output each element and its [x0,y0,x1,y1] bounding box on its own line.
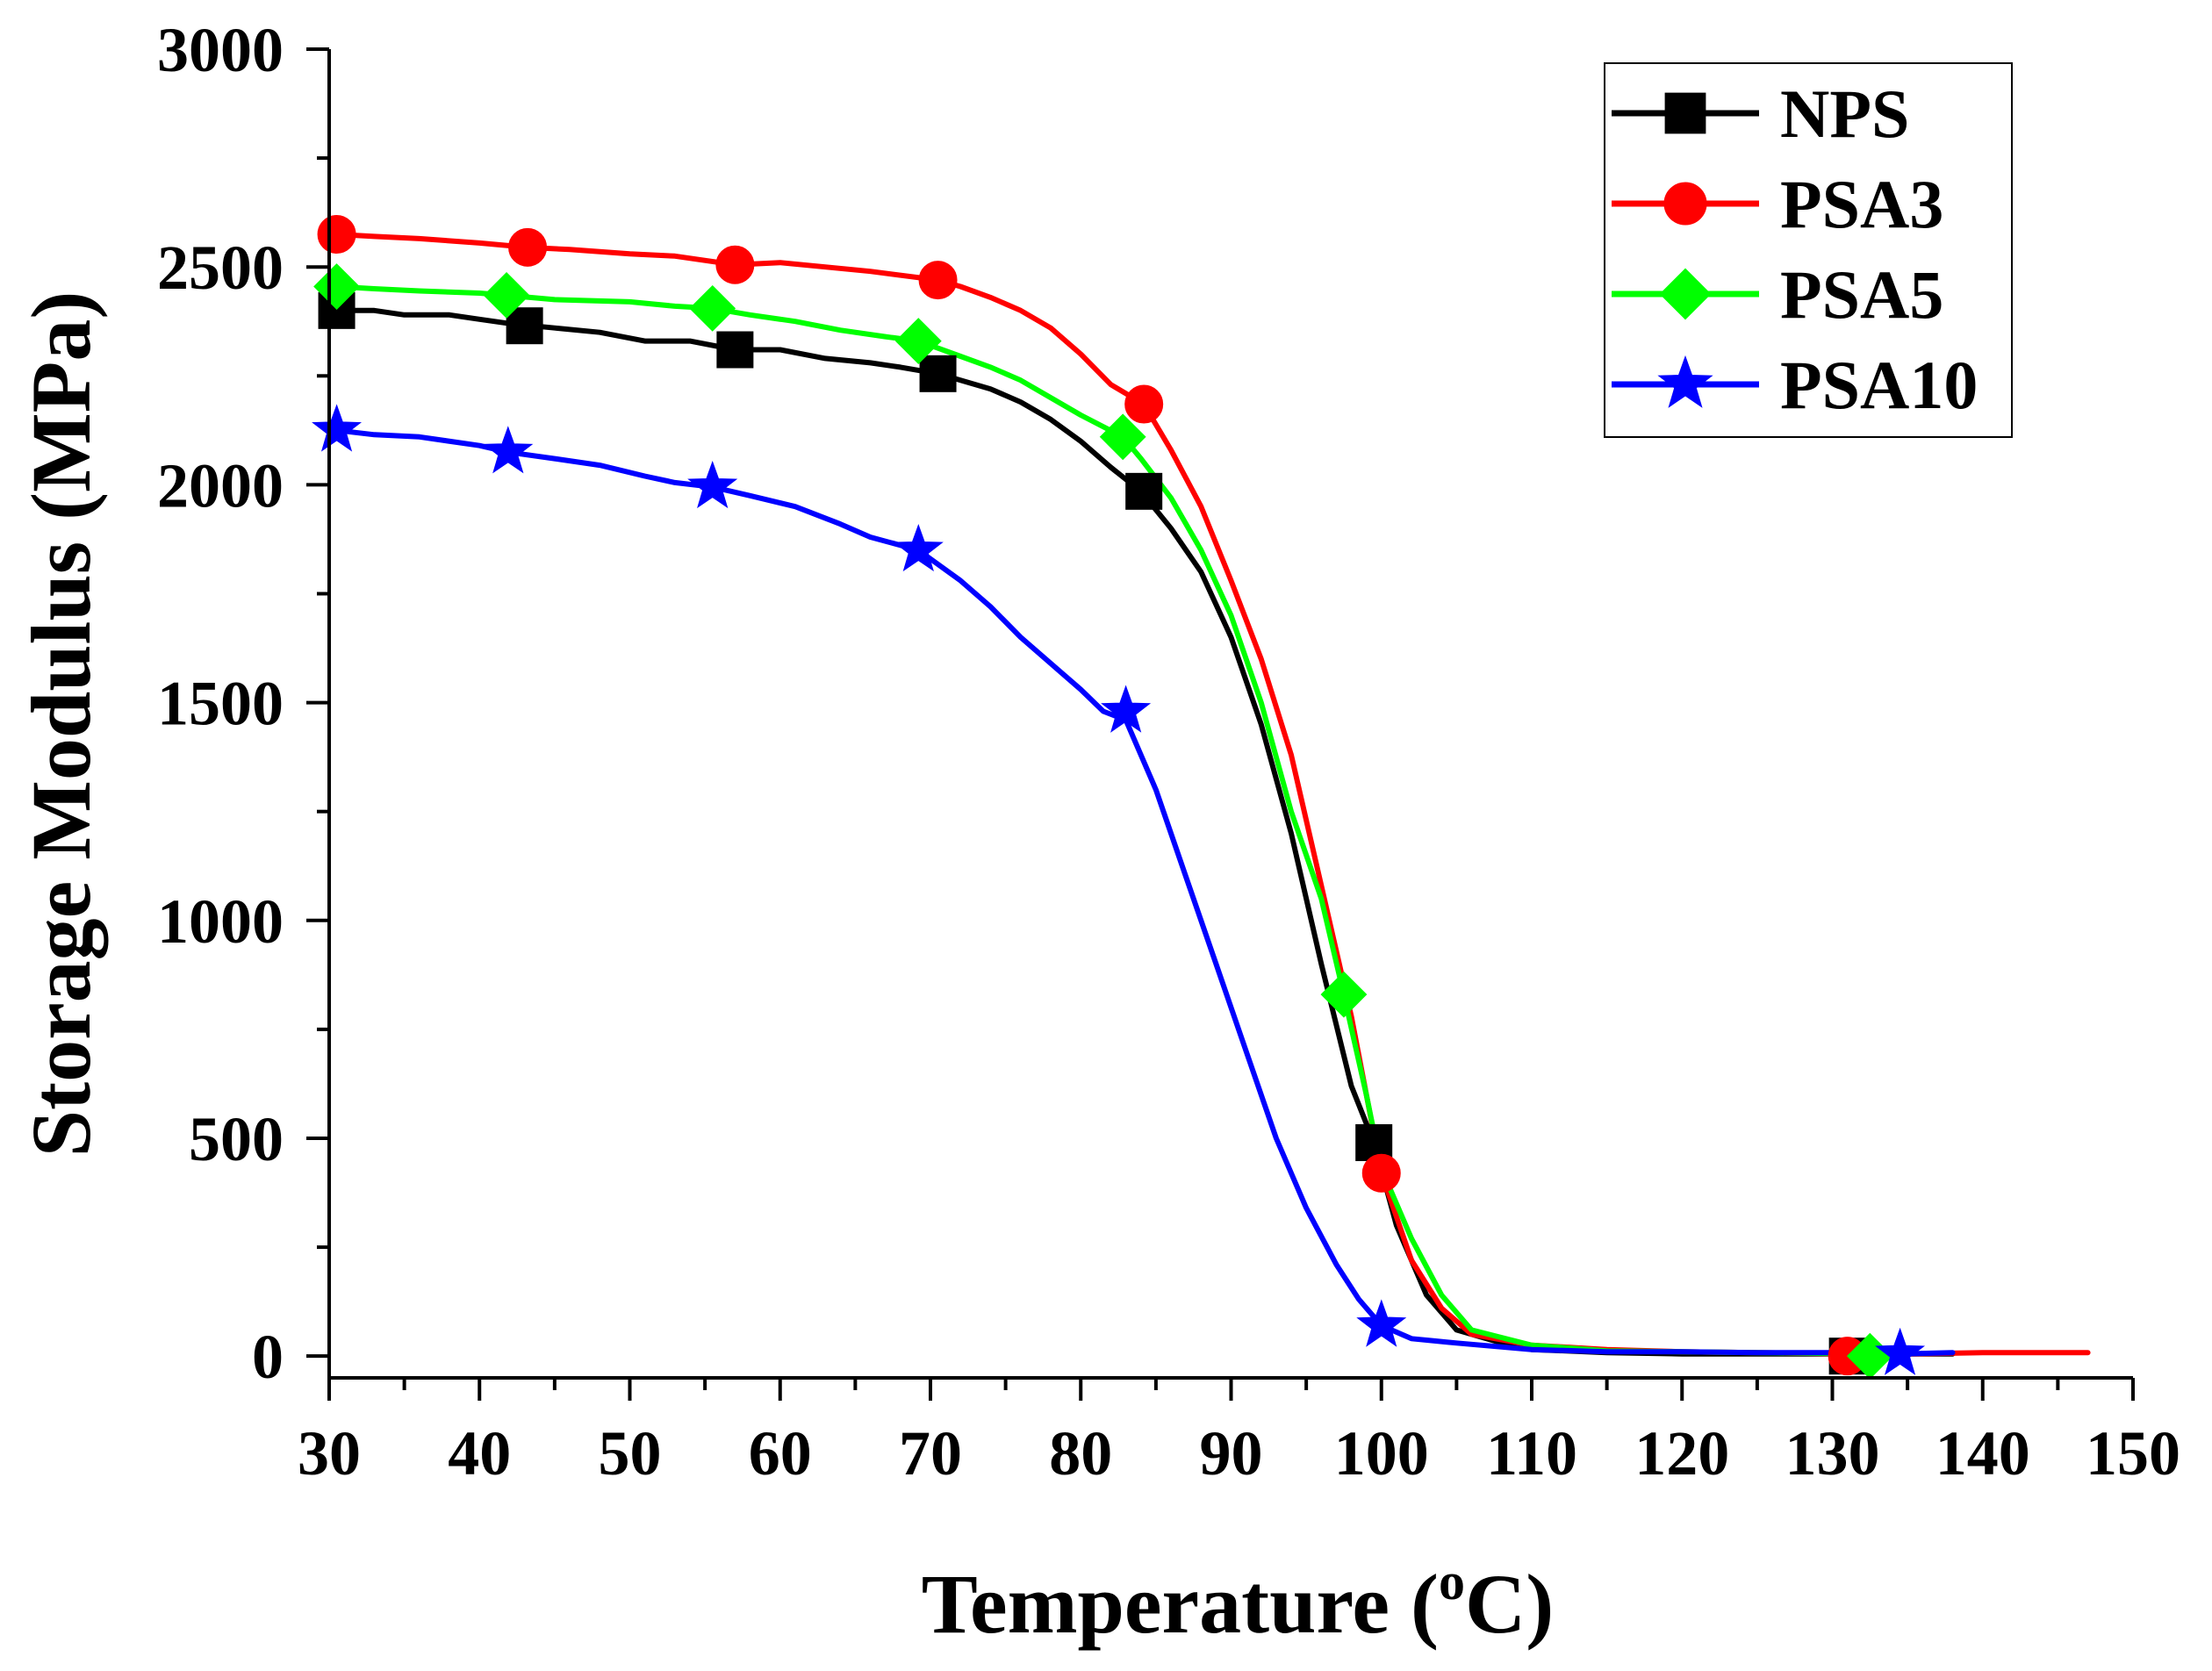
y-tick-label: 3000 [157,15,284,85]
x-tick-label: 60 [749,1418,812,1488]
data-point-psa3 [715,245,755,284]
data-point-nps [506,307,543,345]
data-point-psa5 [894,318,942,364]
x-tick-label: 70 [899,1418,962,1488]
data-point-psa10 [1101,685,1152,733]
x-tick-label: 90 [1200,1418,1263,1488]
x-tick-label: 140 [1936,1418,2030,1488]
tick-marks [306,47,2135,1401]
x-axis-title-unit: C) [1465,1557,1554,1651]
legend-marker-nps [1664,92,1706,134]
data-point-psa5 [689,284,736,332]
legend-marker-psa5 [1659,268,1712,320]
data-point-psa3 [508,227,548,267]
data-point-psa10 [312,404,363,452]
legend-marker-psa3 [1663,182,1707,226]
legend-label-psa5: PSA5 [1780,256,1943,333]
legend-label-psa3: PSA3 [1780,166,1943,242]
data-point-psa5 [483,272,530,319]
data-point-nps [1125,472,1163,510]
data-point-psa10 [687,460,738,509]
x-tick-label: 80 [1049,1418,1112,1488]
tick-labels: 30 40 50 60 70 80 90 100 110 120 130 140 15005001000… [157,15,2180,1488]
data-point-psa3 [1124,384,1164,424]
data-point-psa5 [1320,971,1368,1018]
data-point-nps [716,331,754,369]
legend-label-psa10: PSA10 [1780,347,1978,423]
data-point-psa10 [1875,1327,1926,1375]
y-axis-title: Storage Modulus (MPa) [14,291,108,1158]
y-tick-label: 2000 [157,450,284,520]
x-tick-label: 40 [448,1418,511,1488]
data-point-psa3 [918,261,958,300]
data-point-psa10 [483,426,534,474]
data-point-psa5 [1099,413,1146,461]
data-point-psa10 [893,523,944,572]
x-tick-label: 130 [1785,1418,1880,1488]
legend-label-nps: NPS [1780,75,1909,152]
data-point-psa3 [1361,1153,1401,1193]
y-tick-label: 0 [252,1322,284,1392]
x-axis-title: Temperature (oC) [922,1553,1555,1651]
x-tick-label: 30 [298,1418,361,1488]
data-point-psa5 [313,263,360,310]
x-tick-label: 120 [1634,1418,1729,1488]
x-tick-label: 100 [1334,1418,1429,1488]
legend-marker-psa10 [1657,355,1713,408]
data-point-psa3 [317,214,356,254]
x-tick-label: 150 [2086,1418,2180,1488]
x-axis-title-superscript: o [1439,1553,1465,1610]
data-point-psa10 [1356,1299,1407,1347]
legend: NPS PSA3 PSA5 PSA10 [1604,62,2013,438]
series-line-psa10 [334,427,1956,1357]
series-line-nps [334,307,1956,1357]
y-tick-label: 500 [189,1104,284,1174]
x-axis-title-text: Temperature ( [922,1557,1439,1651]
data-point-nps [919,355,957,392]
x-tick-label: 110 [1486,1418,1577,1488]
y-tick-label: 1500 [157,669,284,739]
y-tick-label: 1000 [157,886,284,957]
series-markers [312,214,1926,1380]
x-tick-label: 50 [599,1418,662,1488]
y-tick-label: 2500 [157,233,284,303]
